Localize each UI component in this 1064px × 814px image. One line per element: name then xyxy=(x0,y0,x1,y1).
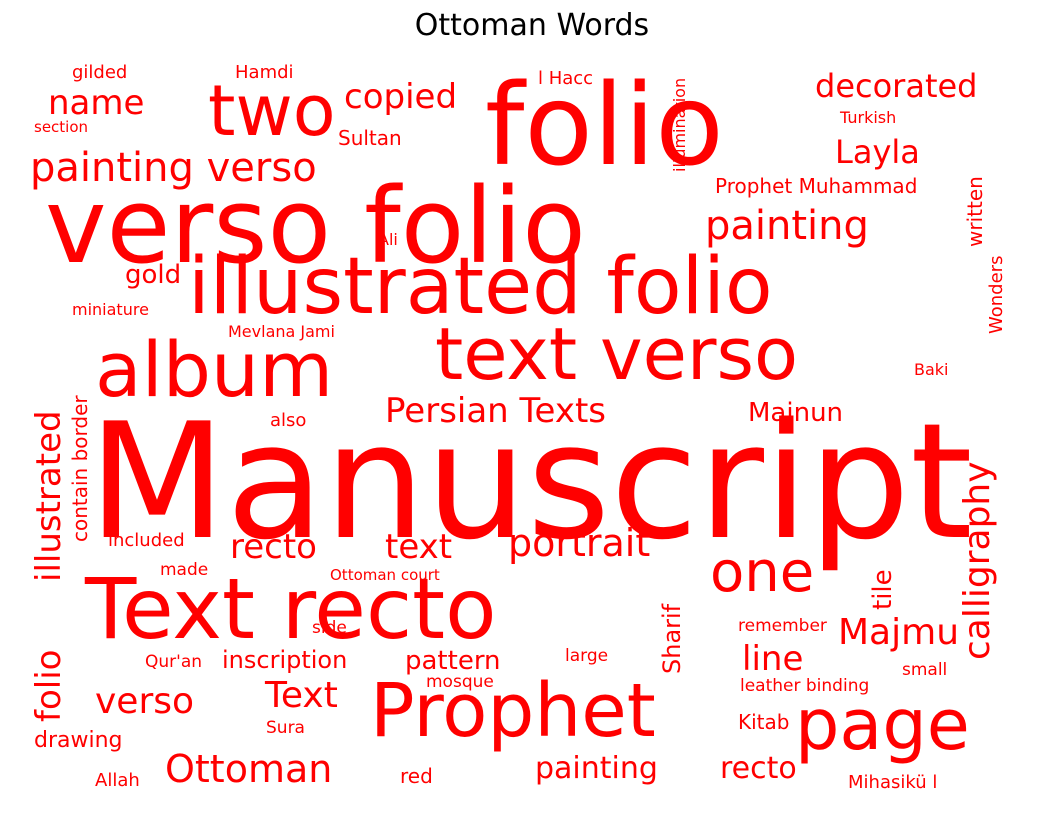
word: Majnun xyxy=(748,398,844,428)
word: written xyxy=(963,176,987,247)
word: Manuscript xyxy=(88,388,973,575)
word: made xyxy=(160,560,209,580)
word: Kitab xyxy=(738,710,790,734)
word: small xyxy=(902,660,948,680)
word: Sharif xyxy=(658,603,686,674)
word: album xyxy=(95,325,334,414)
word: remember xyxy=(738,616,827,636)
word: inscription xyxy=(222,646,348,674)
word: large xyxy=(565,646,609,666)
word: included xyxy=(108,530,185,551)
word: Ali xyxy=(378,230,398,249)
word: line xyxy=(742,639,804,679)
word: also xyxy=(270,410,307,431)
word: Sultan xyxy=(338,126,402,150)
word: Prophet Muhammad xyxy=(715,174,918,198)
word: Hamdi xyxy=(235,62,294,83)
word: mosque xyxy=(426,672,494,692)
word: gold xyxy=(125,260,182,290)
word: recto xyxy=(230,527,317,567)
word: Sura xyxy=(266,718,305,738)
word: miniature xyxy=(72,300,149,319)
word: portrait xyxy=(508,521,651,565)
word: Baki xyxy=(914,360,949,379)
word: Persian Texts xyxy=(385,391,607,431)
word: name xyxy=(48,83,145,123)
word: one xyxy=(710,540,815,605)
word: verso folio xyxy=(45,165,586,287)
word: contain border xyxy=(68,395,92,542)
word: two xyxy=(208,70,336,152)
word: folio xyxy=(485,61,724,191)
word: Ottoman xyxy=(165,747,333,791)
word: Layla xyxy=(835,133,920,171)
word: Text recto xyxy=(85,560,497,658)
word: Ottoman court xyxy=(330,566,440,584)
page-title: Ottoman Words xyxy=(414,8,650,43)
word: illustrated folio xyxy=(188,242,773,332)
word: Text xyxy=(265,675,338,716)
word: recto xyxy=(720,751,797,786)
word: pattern xyxy=(405,646,501,676)
word: folio xyxy=(29,649,69,722)
word: Wonders xyxy=(986,255,1007,334)
word: Majmu xyxy=(838,612,960,653)
word: Qur'an xyxy=(145,652,203,672)
word: text xyxy=(385,527,453,567)
word: decorated xyxy=(815,67,978,105)
word: text verso xyxy=(435,312,799,396)
word: Mihasikü l xyxy=(848,772,938,793)
word: verso xyxy=(95,681,195,722)
word: painting verso xyxy=(30,145,317,191)
word: Allah xyxy=(95,770,140,791)
word: illumination xyxy=(670,77,689,172)
word: section xyxy=(34,118,89,136)
word: gilded xyxy=(72,62,128,83)
word: drawing xyxy=(34,728,123,753)
word: side xyxy=(312,618,347,638)
word: l Hacc xyxy=(538,68,594,89)
word: calligraphy xyxy=(957,461,998,660)
word: leather binding xyxy=(740,676,870,696)
word: illustrated xyxy=(29,410,69,582)
word: red xyxy=(400,764,433,788)
word: copied xyxy=(344,77,458,117)
word: Prophet xyxy=(370,668,656,754)
word: tile xyxy=(868,569,898,610)
word: painting xyxy=(705,203,869,249)
word: Mevlana Jami xyxy=(228,322,335,341)
word-cloud: Manuscript folio verso folio illustrated… xyxy=(29,61,1007,802)
word: painting xyxy=(535,751,658,786)
word: page xyxy=(795,684,970,766)
word: Turkish xyxy=(840,108,897,127)
